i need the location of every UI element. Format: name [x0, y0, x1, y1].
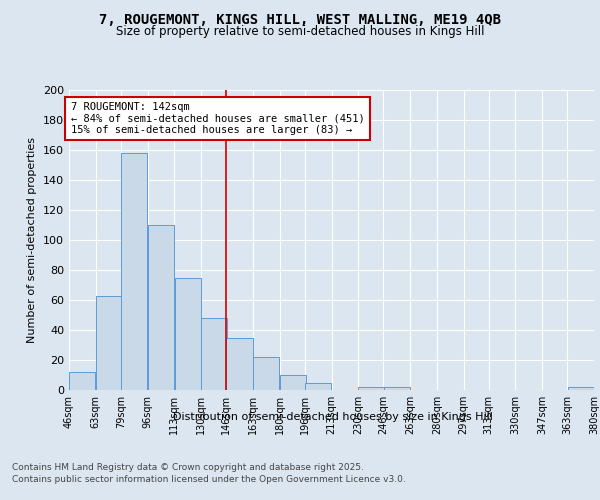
- Text: 7, ROUGEMONT, KINGS HILL, WEST MALLING, ME19 4QB: 7, ROUGEMONT, KINGS HILL, WEST MALLING, …: [99, 12, 501, 26]
- Bar: [253, 357, 280, 390]
- Bar: [383, 387, 410, 390]
- Text: 7 ROUGEMONT: 142sqm
← 84% of semi-detached houses are smaller (451)
15% of semi-: 7 ROUGEMONT: 142sqm ← 84% of semi-detach…: [71, 102, 364, 135]
- Bar: [96, 296, 122, 390]
- Bar: [568, 387, 594, 390]
- Text: Size of property relative to semi-detached houses in Kings Hill: Size of property relative to semi-detach…: [116, 25, 484, 38]
- Bar: [202, 318, 227, 390]
- Text: Distribution of semi-detached houses by size in Kings Hill: Distribution of semi-detached houses by …: [173, 412, 493, 422]
- Bar: [69, 372, 95, 390]
- Bar: [280, 375, 306, 390]
- Bar: [121, 153, 148, 390]
- Text: Contains public sector information licensed under the Open Government Licence v3: Contains public sector information licen…: [12, 475, 406, 484]
- Y-axis label: Number of semi-detached properties: Number of semi-detached properties: [28, 137, 37, 343]
- Bar: [305, 382, 331, 390]
- Text: Contains HM Land Registry data © Crown copyright and database right 2025.: Contains HM Land Registry data © Crown c…: [12, 462, 364, 471]
- Bar: [175, 278, 201, 390]
- Bar: [358, 387, 385, 390]
- Bar: [148, 225, 174, 390]
- Bar: [226, 338, 253, 390]
